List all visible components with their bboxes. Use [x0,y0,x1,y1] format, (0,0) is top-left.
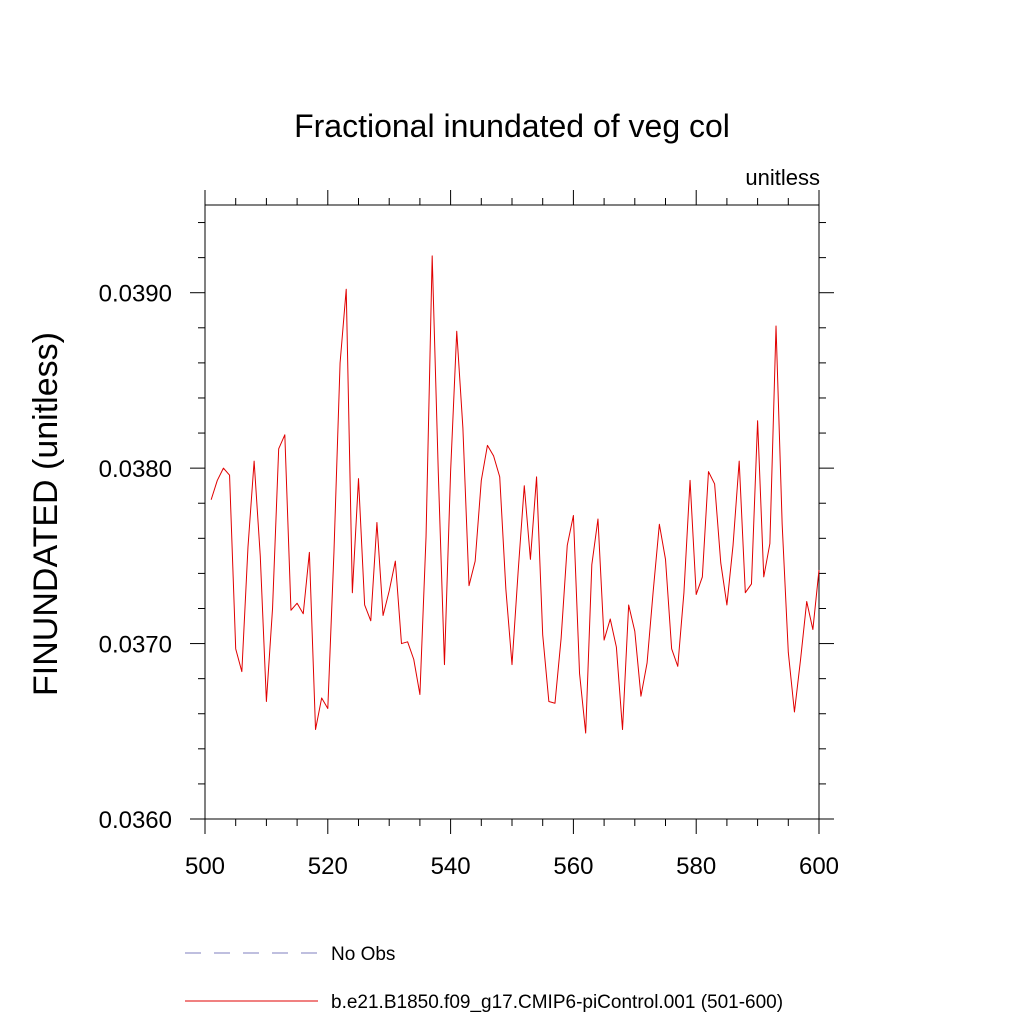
y-tick-label: 0.0390 [99,281,172,308]
y-tick-label: 0.0360 [99,807,172,834]
chart-title: Fractional inundated of veg col [294,108,730,144]
x-tick-label: 500 [185,853,225,880]
legend-label-1: b.e21.B1850.f09_g17.CMIP6-piControl.001 … [331,992,783,1013]
y-axis-label: FINUNDATED (unitless) [27,332,65,696]
x-tick-label: 560 [553,853,593,880]
plot-frame [204,204,820,820]
x-tick-label: 600 [799,853,839,880]
y-tick-label: 0.0380 [99,456,172,483]
legend-label-0: No Obs [331,944,395,965]
x-tick-label: 540 [431,853,471,880]
x-tick-label: 580 [676,853,716,880]
y-tick-label: 0.0370 [99,632,172,659]
series-line-1 [210,255,820,734]
units-label: unitless [745,165,820,190]
x-tick-label: 520 [308,853,348,880]
